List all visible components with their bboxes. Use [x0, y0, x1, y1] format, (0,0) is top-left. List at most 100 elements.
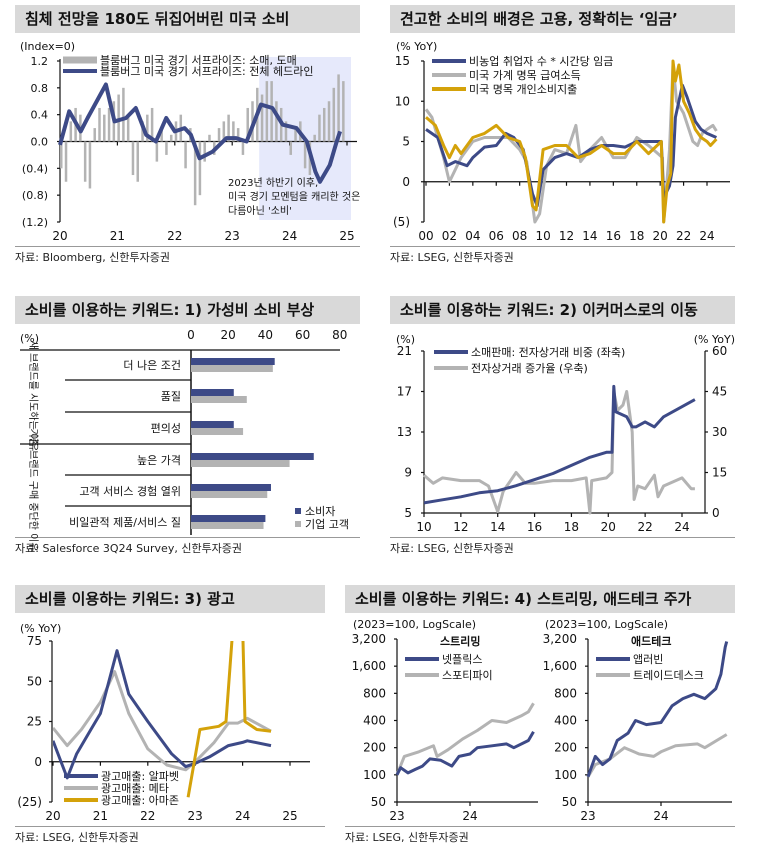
x-tick-label: 23 [225, 229, 240, 243]
legend-label: 미국 명목 개인소비지출 [469, 83, 577, 96]
surprise-bar [203, 141, 206, 162]
annotation-text: 2023년 하반기 이후, [228, 176, 318, 189]
annotation-text: 다름아닌 '소비' [228, 205, 292, 217]
surprise-bar [165, 141, 168, 155]
source-note: 자료: LSEG, 신한투자증권 [345, 831, 469, 844]
subplot-legend-title: 스트리밍 [440, 634, 480, 648]
source-note: 자료: LSEG, 신한투자증권 [390, 542, 514, 555]
x-tick-label: 60 [295, 328, 310, 342]
y-tick-label: 10 [395, 94, 410, 108]
divider [390, 537, 735, 538]
x-tick-label: 23 [580, 809, 595, 823]
surprise-bar [241, 141, 245, 155]
y-tick-label: 25 [27, 715, 42, 729]
x-tick-label: 23 [188, 809, 203, 823]
surprise-bar [265, 81, 269, 142]
surprise-bar [318, 114, 321, 142]
meta-ad-revenue-line [53, 670, 272, 772]
panel-title-consumption-surprise: 침체 전망을 180도 뒤집어버린 미국 소비 [15, 5, 360, 33]
y-tick-label: 0.0 [31, 136, 49, 149]
y-tick-label: 13 [397, 425, 412, 439]
consumer-bar [191, 358, 275, 365]
y-tick-label: (1.2) [22, 216, 48, 229]
x-tick-label: 20 [653, 229, 668, 243]
surprise-bar [155, 141, 159, 162]
legend-label: 비농업 취업자 수 * 시간당 임금 [469, 55, 613, 68]
y-tick-label: 5 [402, 135, 410, 149]
legend-label: 소매판매: 전자상거래 비중 (좌축) [471, 346, 625, 359]
x-tick-label: 24 [235, 809, 250, 823]
legend-swatch [295, 508, 301, 514]
consumer-bar [191, 515, 266, 522]
consumer-bar [191, 484, 271, 491]
x-tick-label: 04 [465, 229, 480, 243]
surprise-bar [60, 141, 63, 169]
y-tick-label: (0.4) [22, 162, 48, 175]
x-tick-label: 14 [490, 520, 505, 534]
x-tick-label: 40 [258, 328, 273, 342]
x-tick-label: 80 [332, 328, 347, 342]
y-axis-unit: (% YoY) [396, 40, 437, 53]
divider [15, 826, 325, 827]
business-bar [191, 428, 244, 435]
legend-label: 소비자 [305, 505, 335, 518]
panel-title-wages: 견고한 소비의 배경은 고용, 정확히는 ‘임금’ [390, 5, 735, 33]
surprise-bar [289, 141, 293, 155]
surprise-bar [98, 107, 101, 142]
legend-label: 미국 가계 명목 급여소득 [469, 69, 581, 82]
y-tick-label: 5 [404, 506, 412, 520]
x-tick-label: 20 [45, 809, 60, 823]
headline-surprise-line [58, 82, 342, 184]
legend-label: 광고매출: 메타 [101, 782, 169, 795]
legend-label: 넷플릭스 [442, 653, 482, 666]
surprise-bar [337, 74, 340, 142]
y-tick-label: 0 [402, 175, 410, 189]
divider [345, 826, 735, 827]
y-tick-label: 100 [554, 768, 577, 782]
x-tick-label: 18 [629, 229, 644, 243]
legend-label: 기업 고객 [305, 518, 349, 531]
surprise-bar [270, 81, 273, 142]
y-tick-label: 50 [371, 795, 386, 809]
surprise-bar [141, 121, 144, 142]
legend-label: 블룸버그 미국 경기 서프라이즈: 전체 헤드라인 [100, 65, 313, 78]
x-tick-label: 20 [221, 328, 236, 342]
consumer-bar [191, 421, 234, 428]
x-tick-label: 24 [674, 520, 689, 534]
surprise-bar [327, 101, 331, 142]
surprise-bar [294, 128, 297, 142]
surprise-bar [332, 87, 336, 142]
y2-tick-label: 60 [712, 344, 727, 358]
y-tick-label: 21 [397, 344, 412, 358]
panel-title-value-consumption: 소비를 이용하는 키워드: 1) 가성비 소비 부상 [15, 296, 360, 324]
surprise-bar [160, 128, 163, 142]
y2-tick-label: 30 [712, 425, 727, 439]
surprise-bar [322, 107, 326, 142]
surprise-bar [208, 134, 211, 142]
consumer-bar [191, 453, 314, 460]
y-tick-label: 400 [554, 714, 577, 728]
y-tick-label: 200 [554, 741, 577, 755]
surprise-bar [103, 114, 106, 142]
surprise-bar [169, 134, 173, 142]
x-tick-label: 12 [559, 229, 574, 243]
y-tick-label: 15 [395, 54, 410, 68]
source-note: 자료: LSEG, 신한투자증권 [15, 831, 139, 844]
business-bar [191, 522, 264, 529]
category-label: 고객 서비스 경험 열위 [79, 485, 181, 498]
category-label: 높은 가격 [137, 454, 181, 467]
legend-label: 블룸버그 미국 경기 서프라이즈: 소매, 도매 [100, 54, 297, 67]
y-tick-label: 200 [363, 741, 386, 755]
surprise-bar [146, 114, 149, 142]
wage-bill-line [425, 83, 717, 208]
y-tick-label: 0 [34, 755, 42, 769]
legend-label: 트레이드데스크 [633, 669, 704, 682]
surprise-bar [198, 141, 202, 196]
x-tick-label: 16 [606, 229, 621, 243]
y-tick-label: 800 [554, 686, 577, 700]
tradedesk-price-line [586, 733, 728, 778]
x-tick-label: 14 [582, 229, 597, 243]
surprise-bar [236, 128, 240, 142]
